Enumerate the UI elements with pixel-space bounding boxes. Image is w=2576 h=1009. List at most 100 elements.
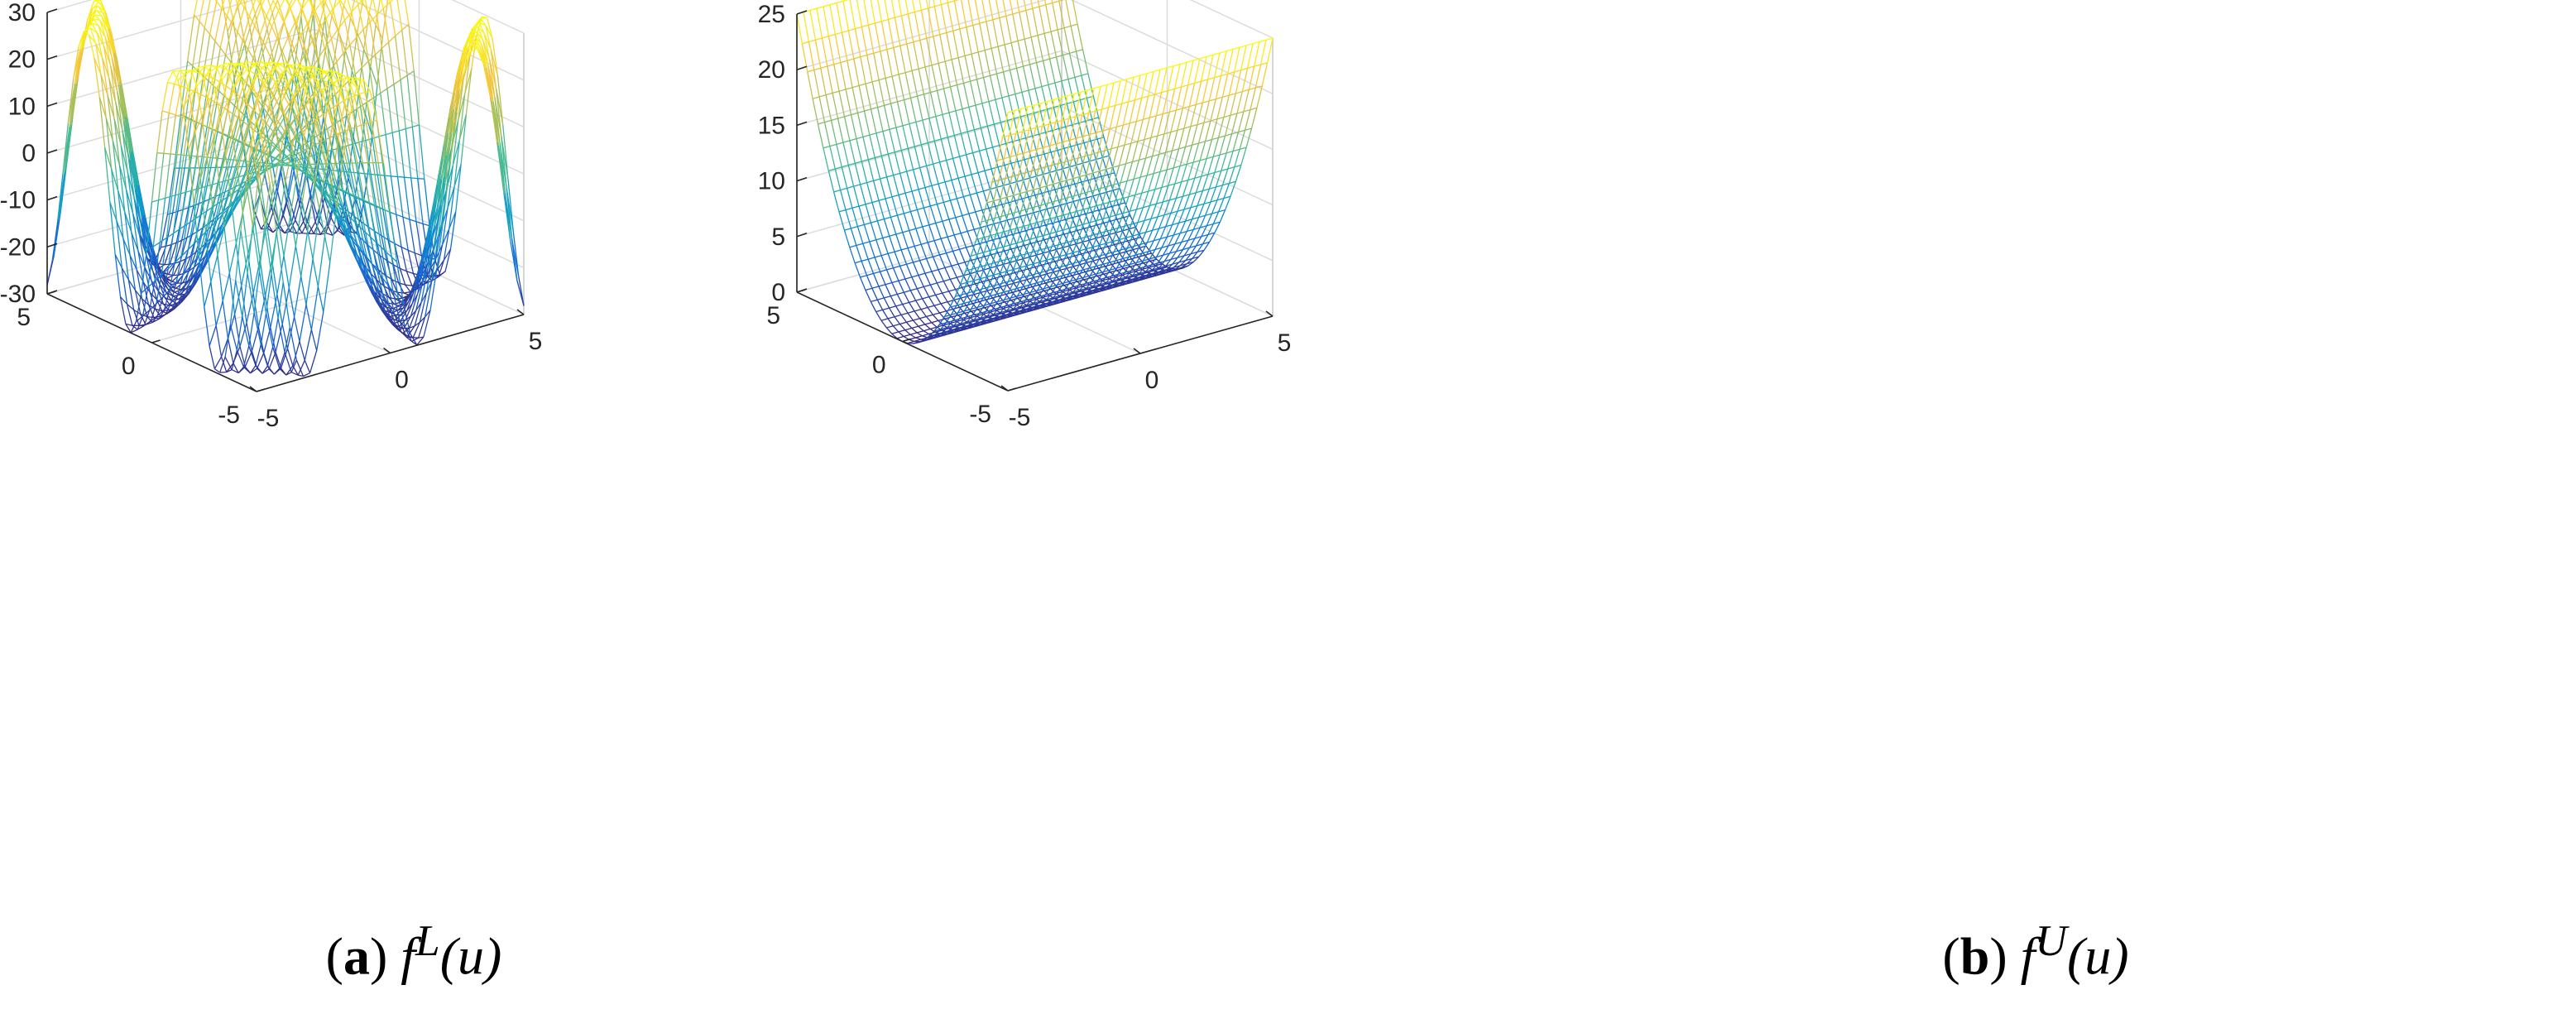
mesh-line (313, 6, 321, 23)
mesh-line (1108, 234, 1115, 245)
mesh-line (453, 164, 462, 187)
mesh-line (318, 153, 325, 170)
mesh-line (885, 75, 893, 79)
mesh-line (1077, 24, 1084, 50)
mesh-line (277, 112, 285, 123)
mesh-line (351, 12, 357, 38)
mesh-line (898, 72, 906, 75)
mesh-line (167, 262, 175, 270)
mesh-line (314, 233, 321, 235)
mesh-line (1078, 213, 1086, 217)
mesh-line (906, 43, 913, 71)
mesh-line (113, 118, 122, 146)
mesh-line (1204, 201, 1211, 216)
mesh-line (314, 221, 321, 235)
mesh-line (237, 171, 244, 213)
mesh-line (406, 291, 415, 311)
mesh-line (146, 316, 153, 323)
mesh-line (185, 116, 192, 120)
mesh-line (409, 219, 415, 253)
mesh-line (326, 83, 333, 87)
mesh-line (1043, 171, 1050, 175)
mesh-line (261, 155, 269, 188)
z-tick (46, 8, 58, 13)
mesh-line (1058, 276, 1066, 281)
mesh-line (999, 15, 1006, 19)
mesh-line (925, 0, 929, 9)
mesh-line (229, 324, 238, 351)
mesh-line (1068, 245, 1076, 257)
mesh-line (222, 133, 228, 137)
mesh-line (139, 235, 146, 268)
mesh-line (281, 102, 288, 124)
mesh-line (247, 25, 256, 50)
mesh-line (1145, 269, 1153, 272)
mesh-line (230, 186, 236, 190)
mesh-line (1054, 82, 1061, 106)
mesh-line (156, 299, 164, 305)
mesh-line (98, 25, 106, 38)
mesh-line (853, 56, 861, 60)
mesh-line (319, 28, 326, 49)
mesh-line (1185, 253, 1192, 262)
mesh-line (154, 274, 162, 282)
mesh-line (939, 0, 943, 5)
mesh-line (1055, 249, 1063, 260)
mesh-line (206, 137, 214, 158)
mesh-line (1168, 234, 1174, 247)
mesh-line (404, 327, 413, 342)
mesh-line (1174, 233, 1181, 244)
mesh-line (385, 132, 393, 136)
mesh-line (338, 206, 345, 213)
mesh-line (243, 122, 252, 146)
mesh-line (196, 78, 204, 87)
mesh-line (1035, 254, 1043, 266)
mesh-line (1190, 251, 1198, 255)
mesh-line (1183, 253, 1192, 257)
mesh-line (951, 59, 958, 85)
mesh-line (245, 96, 252, 123)
mesh-line (266, 112, 272, 124)
mesh-line (298, 116, 305, 137)
mesh-line (1112, 278, 1120, 282)
mesh-line (233, 363, 239, 373)
mesh-line (1240, 147, 1247, 166)
mesh-line (971, 260, 977, 272)
mesh-line (312, 259, 319, 287)
mesh-line (1069, 50, 1077, 55)
mesh-line (1070, 26, 1077, 52)
mesh-line (351, 4, 359, 13)
mesh-line (981, 209, 988, 226)
mesh-line (1181, 231, 1187, 243)
mesh-line (1216, 197, 1225, 201)
mesh-line (228, 243, 237, 274)
mesh-line (290, 173, 298, 215)
mesh-line (83, 31, 89, 36)
mesh-line (304, 110, 312, 143)
mesh-line (247, 69, 253, 83)
mesh-line (293, 171, 301, 201)
mesh-line (928, 224, 935, 241)
mesh-line (928, 6, 935, 9)
mesh-line (253, 210, 262, 230)
mesh-line (295, 117, 303, 133)
mesh-line (1030, 243, 1037, 256)
mesh-line (1043, 151, 1052, 155)
mesh-line (878, 77, 886, 81)
mesh-line (98, 1, 105, 12)
mesh-line (302, 26, 309, 51)
surface-mesh (796, 0, 1274, 344)
mesh-line (372, 138, 378, 175)
mesh-line (1136, 262, 1144, 266)
mesh-line (369, 22, 377, 55)
mesh-line (1015, 181, 1023, 199)
mesh-line (455, 164, 462, 212)
mesh-line (248, 152, 257, 182)
x-tick-label: 0 (395, 367, 409, 394)
mesh-line (348, 98, 357, 127)
mesh-line (161, 82, 169, 112)
mesh-line (197, 250, 204, 269)
mesh-line (1116, 267, 1124, 271)
mesh-line (344, 81, 353, 103)
